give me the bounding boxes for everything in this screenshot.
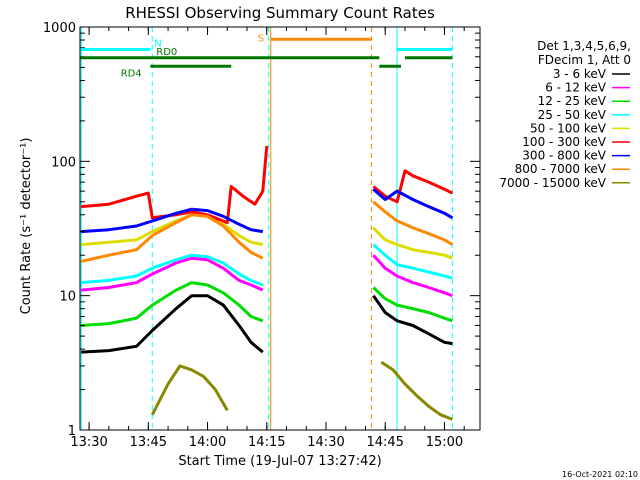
legend-entry-label: 6 - 12 keV bbox=[545, 81, 607, 95]
plot-frame bbox=[79, 26, 481, 431]
series-line bbox=[81, 281, 264, 327]
series-line bbox=[372, 169, 454, 204]
flag-label: RD4 bbox=[121, 68, 142, 79]
series-line bbox=[81, 294, 264, 354]
plot-area: 1 10 100 1000 13:30 13:45 14:00 14:15 14:30 14:45… bbox=[43, 21, 480, 450]
series-line bbox=[372, 200, 454, 246]
legend-entry-label: 800 - 7000 keV bbox=[515, 162, 607, 176]
series-line bbox=[150, 364, 229, 416]
x-tick-label: 13:30 bbox=[70, 435, 107, 450]
legend-entry-label: 300 - 800 keV bbox=[522, 149, 606, 163]
series-line bbox=[81, 145, 269, 225]
y-tick-label: 100 bbox=[51, 155, 76, 170]
series-line bbox=[80, 213, 264, 263]
x-tick-label: 14:15 bbox=[248, 435, 285, 450]
legend-header: Det 1,3,4,5,6,9, bbox=[537, 39, 631, 53]
legend-entry-label: 50 - 100 keV bbox=[530, 121, 607, 135]
series-line bbox=[372, 254, 453, 298]
legend: Det 1,3,4,5,6,9,FDecim 1, Att 03 - 6 keV… bbox=[499, 39, 631, 190]
series-line bbox=[81, 253, 264, 287]
series-line bbox=[81, 207, 264, 234]
series-line bbox=[372, 226, 453, 260]
y-tick-label: 10 bbox=[59, 290, 76, 305]
series-line bbox=[81, 256, 264, 292]
x-tick-label: 15:00 bbox=[426, 435, 463, 450]
flag-label: S bbox=[258, 33, 264, 44]
x-tick-label: 14:45 bbox=[366, 435, 403, 450]
flag-label: RD0 bbox=[156, 47, 177, 58]
legend-entry-label: 100 - 300 keV bbox=[522, 135, 606, 149]
x-tick-label: 14:30 bbox=[307, 435, 344, 450]
legend-entry-label: 3 - 6 keV bbox=[553, 67, 607, 81]
y-tick-label: 1000 bbox=[43, 21, 76, 36]
x-axis-label: Start Time (19-Jul-07 13:27:42) bbox=[178, 454, 381, 469]
flag-label: N bbox=[154, 38, 161, 49]
series-line bbox=[372, 286, 453, 323]
legend-header: FDecim 1, Att 0 bbox=[538, 53, 631, 67]
series-line bbox=[380, 360, 453, 421]
x-tick-label: 13:45 bbox=[130, 435, 167, 450]
y-tick-label: 1 bbox=[68, 424, 76, 439]
series-line bbox=[372, 188, 454, 220]
y-axis-label: Count Rate (s⁻¹ detector⁻¹) bbox=[19, 138, 34, 315]
series-line bbox=[372, 243, 453, 280]
chart-title: RHESSI Observing Summary Count Rates bbox=[125, 4, 435, 22]
legend-entry-label: 25 - 50 keV bbox=[538, 108, 607, 122]
x-tick-label: 14:00 bbox=[189, 435, 226, 450]
data-layer bbox=[80, 27, 454, 430]
series-line bbox=[372, 294, 453, 346]
legend-entry-label: 7000 - 15000 keV bbox=[499, 176, 606, 190]
timestamp: 16-Oct-2021 02:10 bbox=[562, 470, 638, 479]
legend-entry-label: 12 - 25 keV bbox=[538, 94, 607, 108]
